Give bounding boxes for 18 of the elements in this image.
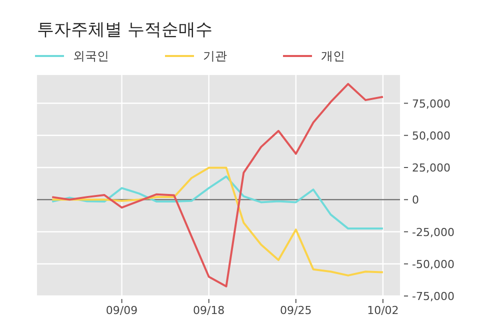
line-series — [51, 82, 384, 288]
y-tick-label: 0 — [412, 194, 419, 207]
y-tick-label: 50,000 — [412, 129, 450, 142]
legend-label: 개인 — [321, 49, 345, 63]
legend-label: 기관 — [203, 49, 227, 63]
x-tick-label: 09/18 — [192, 304, 225, 317]
legend-label: 외국인 — [73, 49, 109, 63]
x-tick-label: 09/09 — [106, 304, 138, 317]
line-series — [51, 176, 384, 230]
x-tick-label: 09/25 — [280, 304, 312, 317]
line-series — [51, 166, 384, 276]
chart-title: 투자주체별 누적순매수 — [37, 20, 212, 40]
y-tick-label: 75,000 — [412, 97, 450, 110]
y-tick-label: 25,000 — [412, 162, 450, 175]
y-tick-label: -25,000 — [412, 226, 454, 239]
x-tick-label: 10/02 — [367, 304, 399, 317]
y-tick-label: -50,000 — [412, 258, 454, 271]
y-tick-label: -75,000 — [412, 290, 454, 303]
